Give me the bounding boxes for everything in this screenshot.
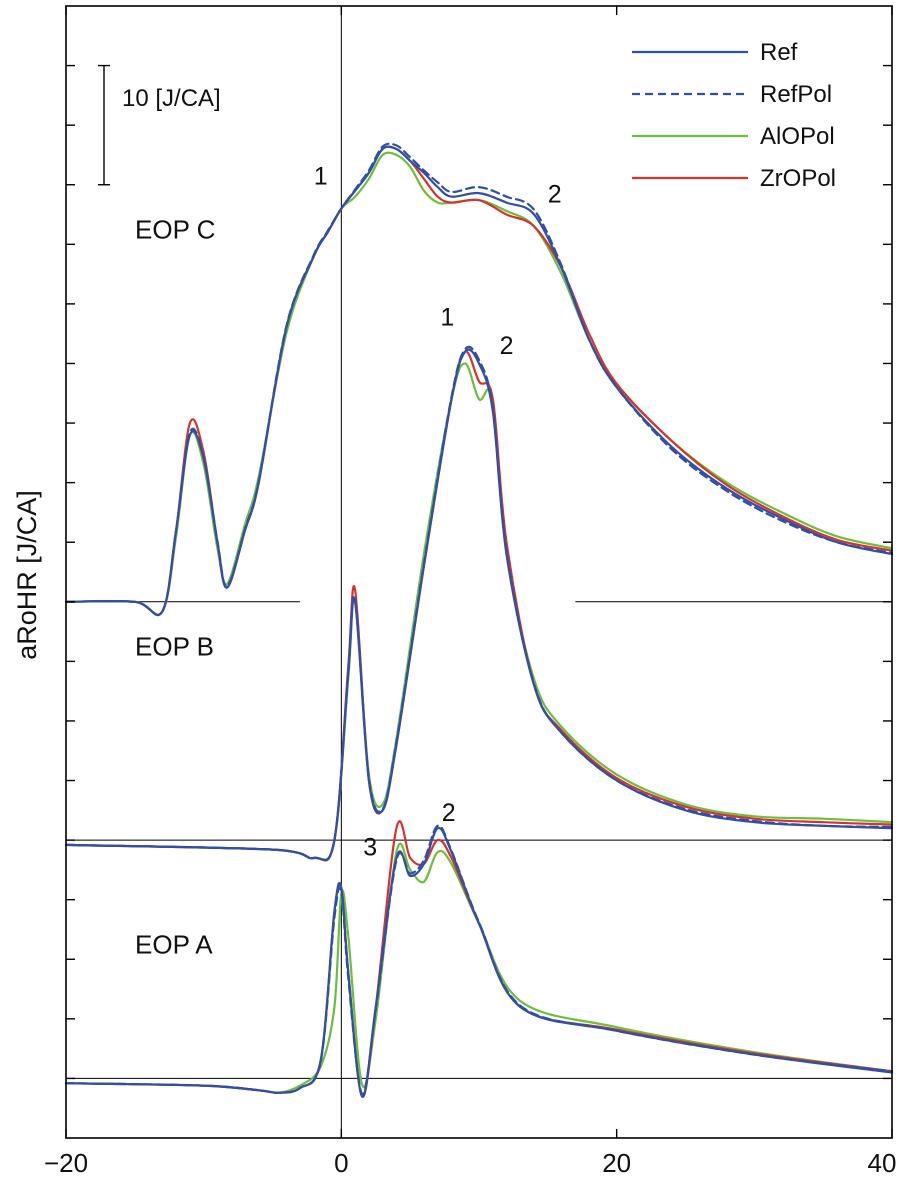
peak-label: 1 xyxy=(440,303,454,331)
series-ref-eop-a xyxy=(64,826,894,1098)
legend-label-refpol: RefPol xyxy=(760,81,832,108)
x-tick-label: 0 xyxy=(334,1148,348,1178)
x-tick-label: 20 xyxy=(602,1148,631,1178)
scale-bar: 10 [J/CA] xyxy=(98,64,221,186)
panel-eop-a xyxy=(64,820,894,1098)
peak-label: 3 xyxy=(363,834,377,862)
baseline-lines xyxy=(66,6,892,1138)
peak-annotations: 1 2 1 2 3 2 xyxy=(314,163,562,862)
peak-label: 2 xyxy=(500,332,514,360)
peak-label: 2 xyxy=(442,799,456,827)
x-tick-label: 40 xyxy=(868,1148,897,1178)
peak-label: 1 xyxy=(314,163,328,191)
y-ticks xyxy=(66,64,892,1080)
y-axis-label: aRoHR [J/CA] xyxy=(12,490,42,660)
legend-label-alopol: AlOPol xyxy=(760,123,835,150)
panel-labels: EOP A EOP B EOP C xyxy=(135,214,215,959)
panel-label-eop-a: EOP A xyxy=(135,929,213,959)
panel-label-eop-c: EOP C xyxy=(135,214,215,244)
series-alopol-eop-a xyxy=(64,842,894,1094)
series-ref-eop-b xyxy=(64,348,894,862)
panel-label-eop-b: EOP B xyxy=(135,631,214,661)
legend: Ref RefPol AlOPol ZrOPol xyxy=(632,39,836,192)
series-zropol-eop-b xyxy=(64,350,894,862)
panel-eop-b xyxy=(64,345,894,862)
legend-label-ref: Ref xyxy=(760,39,798,66)
legend-label-zropol: ZrOPol xyxy=(760,165,836,192)
plot-frame xyxy=(65,5,893,1139)
scale-bar-label: 10 [J/CA] xyxy=(122,85,221,112)
peak-label: 2 xyxy=(548,181,562,209)
series-curves xyxy=(64,142,894,1098)
x-ticks: −20 0 20 40 xyxy=(44,6,897,1178)
x-tick-label: −20 xyxy=(44,1148,88,1178)
panel-eop-c xyxy=(64,142,894,617)
series-ref-eop-c xyxy=(64,145,894,617)
